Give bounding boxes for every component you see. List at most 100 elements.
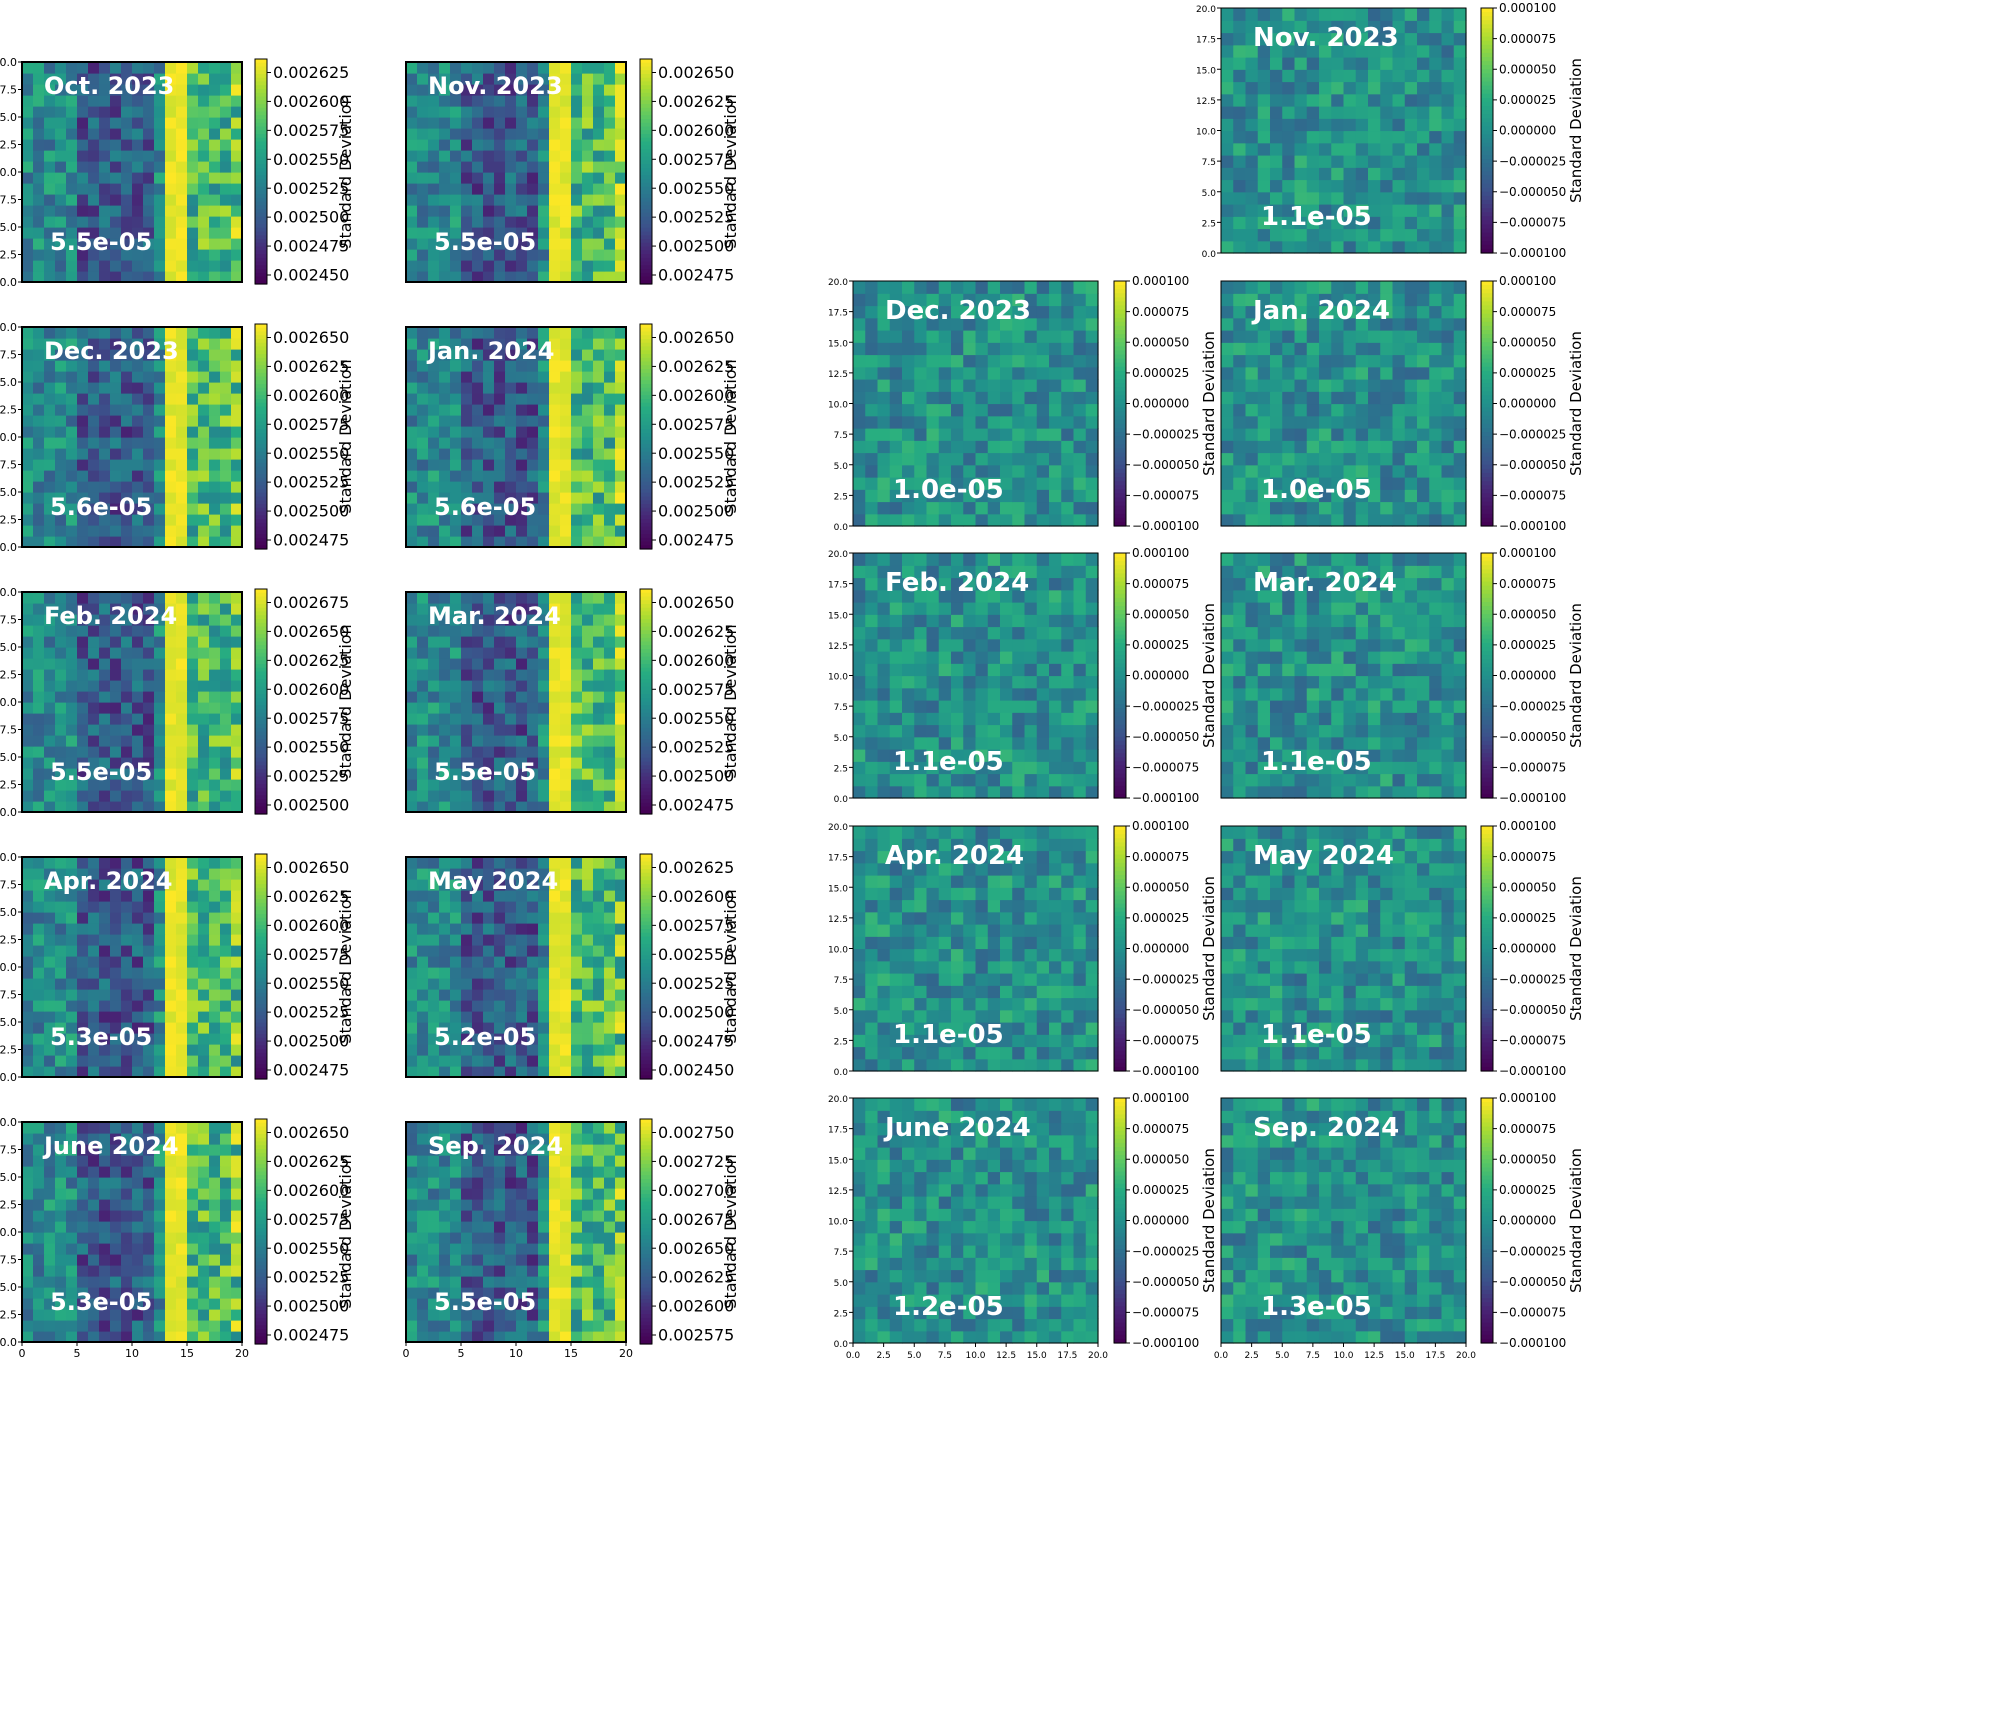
heatmap-cell	[516, 790, 528, 802]
heatmap-cell	[439, 205, 451, 217]
heatmap-cell	[472, 625, 484, 637]
heatmap-cell	[615, 1044, 627, 1056]
heatmap-cell	[516, 106, 528, 118]
heatmap-cell	[66, 989, 78, 1001]
heatmap-cell	[88, 525, 100, 537]
heatmap-cell	[220, 801, 232, 813]
colorbar-segment	[640, 947, 652, 953]
colorbar-tick-label: 0.002575	[273, 945, 349, 964]
heatmap-cell	[110, 1122, 122, 1134]
heatmap-cell	[439, 636, 451, 648]
heatmap-panel: May 20245.2e-050.0026250.0026000.0025750…	[405, 853, 740, 1080]
colorbar-segment	[640, 1171, 652, 1176]
heatmap-cell	[22, 790, 34, 802]
heatmap-cell	[417, 1122, 429, 1134]
heatmap-cell	[231, 669, 243, 681]
heatmap-cell	[406, 393, 418, 405]
heatmap-cell	[516, 437, 528, 449]
heatmap-cell	[538, 382, 550, 394]
heatmap-cell	[538, 614, 550, 626]
heatmap-cell	[110, 1144, 122, 1156]
heatmap-cell	[132, 404, 144, 416]
heatmap-cell	[560, 1133, 572, 1145]
heatmap-cell	[615, 1033, 627, 1045]
heatmap-cell	[44, 735, 56, 747]
colorbar-segment	[255, 1287, 267, 1293]
heatmap-cell	[143, 890, 155, 902]
heatmap-cell	[571, 371, 583, 383]
heatmap-cell	[450, 382, 462, 394]
heatmap-cell	[615, 790, 627, 802]
heatmap-cell	[483, 1122, 495, 1134]
heatmap-cell	[472, 194, 484, 206]
heatmap-cell	[527, 1298, 539, 1310]
heatmap-cell	[483, 84, 495, 96]
heatmap-cell	[571, 1133, 583, 1145]
heatmap-cell	[615, 713, 627, 725]
heatmap-cell	[66, 978, 78, 990]
heatmap-cell	[571, 779, 583, 791]
heatmap-cell	[461, 95, 473, 107]
colorbar-tick-label: 0.002525	[273, 179, 349, 198]
colorbar-segment	[255, 619, 267, 624]
heatmap-cell	[66, 857, 78, 869]
heatmap-cell	[472, 161, 484, 173]
heatmap-cell	[33, 1055, 45, 1067]
colorbar-segment	[255, 1045, 267, 1050]
heatmap-cell	[132, 1011, 144, 1023]
colorbar-segment	[255, 515, 267, 520]
colorbar-segment	[640, 1000, 652, 1005]
heatmap-cell	[593, 404, 605, 416]
heatmap-cell	[560, 338, 572, 350]
heatmap-cell	[406, 912, 418, 924]
colorbar-tick-label: 0.002625	[273, 1152, 349, 1171]
heatmap-cell	[472, 404, 484, 416]
heatmap-cell	[560, 73, 572, 85]
heatmap-cell	[77, 636, 89, 648]
heatmap-cell	[450, 1243, 462, 1255]
heatmap-cell	[450, 172, 462, 184]
heatmap-cell	[143, 382, 155, 394]
heatmap-cell	[593, 1287, 605, 1299]
heatmap-cell	[220, 702, 232, 714]
heatmap-cell	[527, 658, 539, 670]
heatmap-cell	[615, 1243, 627, 1255]
heatmap-cell	[22, 647, 34, 659]
colorbar-segment	[255, 342, 267, 348]
colorbar-segment	[255, 697, 267, 703]
heatmap-cell	[154, 95, 166, 107]
heatmap-cell	[1306, 216, 1320, 230]
y-tick-label: 5.0	[0, 751, 17, 764]
heatmap-cell	[549, 150, 561, 162]
heatmap-cell	[472, 382, 484, 394]
heatmap-cell	[231, 249, 243, 261]
heatmap-cell	[44, 1199, 56, 1211]
heatmap-cell	[560, 1232, 572, 1244]
heatmap-cell	[77, 249, 89, 261]
colorbar-segment	[255, 1235, 267, 1240]
heatmap-cell	[187, 216, 199, 228]
heatmap-cell	[461, 1232, 473, 1244]
heatmap-cell	[176, 161, 188, 173]
heatmap-cell	[66, 172, 78, 184]
heatmap-cell	[604, 868, 616, 880]
colorbar-segment	[255, 1022, 267, 1028]
heatmap-cell	[516, 525, 528, 537]
heatmap-cell	[505, 978, 517, 990]
colorbar-tick-label: 0.002475	[273, 237, 349, 256]
heatmap-cell	[33, 470, 45, 482]
heatmap-cell	[527, 779, 539, 791]
heatmap-cell	[143, 1066, 155, 1078]
colorbar-segment	[640, 626, 652, 631]
heatmap-cell	[461, 128, 473, 140]
heatmap-cell	[538, 360, 550, 372]
heatmap-cell	[22, 183, 34, 195]
heatmap-cell	[450, 801, 462, 813]
colorbar-segment	[640, 496, 652, 501]
y-tick-label: 12.5	[0, 139, 17, 152]
heatmap-cell	[450, 945, 462, 957]
heatmap-cell	[439, 1155, 451, 1167]
heatmap-cell	[538, 448, 550, 460]
heatmap-cell	[121, 382, 133, 394]
heatmap-cell	[417, 227, 429, 239]
